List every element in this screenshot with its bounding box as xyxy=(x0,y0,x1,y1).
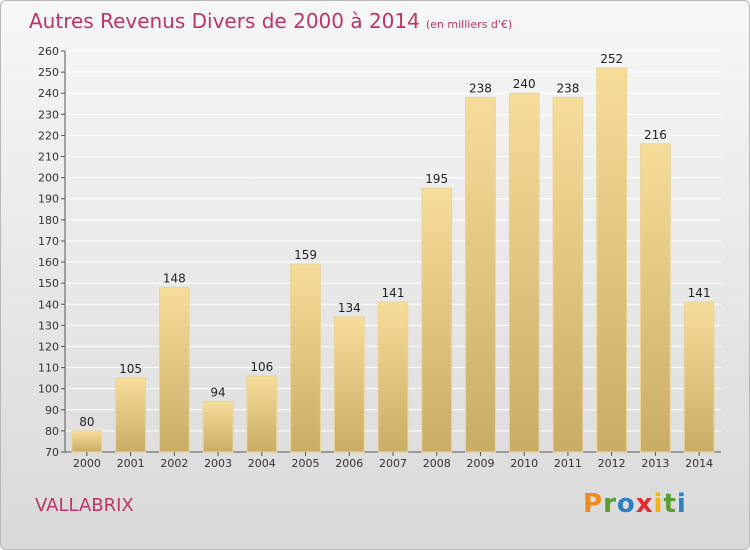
y-tick-label: 160 xyxy=(38,256,59,269)
logo-letter: i xyxy=(676,489,687,519)
y-tick-label: 70 xyxy=(45,446,59,459)
bar-value-label: 105 xyxy=(119,362,142,376)
bar-value-label: 195 xyxy=(425,172,448,186)
bar-value-label: 252 xyxy=(600,52,623,66)
bar xyxy=(421,187,453,453)
y-tick-label: 180 xyxy=(38,214,59,227)
bar-value-label: 80 xyxy=(79,415,94,429)
x-tick-label: 2002 xyxy=(160,457,188,470)
chart-title-text: Autres Revenus Divers de 2000 à 2014 xyxy=(29,9,420,33)
x-tick-label: 2008 xyxy=(423,457,451,470)
x-tick-label: 2003 xyxy=(204,457,232,470)
y-tick-label: 140 xyxy=(38,298,59,311)
y-tick-label: 260 xyxy=(38,45,59,58)
bar-value-label: 94 xyxy=(210,385,225,399)
logo-letter: o xyxy=(616,489,636,519)
x-tick-label: 2006 xyxy=(335,457,363,470)
chart-title: Autres Revenus Divers de 2000 à 2014 (en … xyxy=(29,9,512,33)
chart-unit: (en milliers d'€) xyxy=(425,18,513,31)
y-tick-label: 230 xyxy=(38,108,59,121)
bar-value-label: 216 xyxy=(644,128,667,142)
bar xyxy=(158,286,190,453)
bar xyxy=(552,96,584,453)
y-tick-label: 170 xyxy=(38,235,59,248)
y-tick-label: 100 xyxy=(38,383,59,396)
x-tick-label: 2010 xyxy=(510,457,538,470)
bar xyxy=(596,67,628,453)
y-tick-label: 200 xyxy=(38,172,59,185)
bar xyxy=(508,92,540,453)
bar-value-label: 238 xyxy=(556,81,579,95)
y-tick-label: 130 xyxy=(38,319,59,332)
bar xyxy=(71,430,103,453)
x-tick-label: 2000 xyxy=(73,457,101,470)
bar xyxy=(202,400,234,453)
x-tick-label: 2013 xyxy=(641,457,669,470)
y-tick-label: 120 xyxy=(38,340,59,353)
logo-letter: x xyxy=(635,489,654,519)
bar xyxy=(640,143,671,453)
bar-value-label: 106 xyxy=(250,360,273,374)
bar xyxy=(246,375,278,453)
x-tick-label: 2009 xyxy=(466,457,494,470)
city-name: VALLABRIX xyxy=(35,495,134,516)
y-tick-label: 240 xyxy=(38,87,59,100)
bar-value-label: 148 xyxy=(163,271,186,285)
logo-letter: P xyxy=(583,489,604,519)
bar xyxy=(333,316,365,453)
bar-value-label: 134 xyxy=(338,301,361,315)
bar-value-label: 238 xyxy=(469,81,492,95)
bar-value-label: 141 xyxy=(688,286,711,300)
x-tick-label: 2014 xyxy=(685,457,713,470)
bar-value-label: 141 xyxy=(382,286,405,300)
y-tick-label: 110 xyxy=(38,362,59,375)
x-tick-label: 2005 xyxy=(292,457,320,470)
y-tick-label: 150 xyxy=(38,277,59,290)
y-tick-label: 190 xyxy=(38,193,59,206)
logo-letter: r xyxy=(603,489,617,519)
bar xyxy=(115,377,146,453)
x-tick-label: 2011 xyxy=(554,457,582,470)
bar xyxy=(465,96,496,453)
x-tick-label: 2004 xyxy=(248,457,276,470)
logo-letter: t xyxy=(663,489,677,519)
bar-value-label: 240 xyxy=(513,77,536,91)
y-tick-label: 90 xyxy=(45,404,59,417)
y-tick-label: 210 xyxy=(38,151,59,164)
bar-value-label: 159 xyxy=(294,248,317,262)
y-tick-label: 80 xyxy=(45,425,59,438)
bar xyxy=(290,263,321,453)
y-tick-label: 250 xyxy=(38,66,59,79)
y-tick-label: 220 xyxy=(38,129,59,142)
bar xyxy=(683,301,715,453)
bar xyxy=(377,301,409,453)
x-tick-label: 2007 xyxy=(379,457,407,470)
logo-letter: i xyxy=(653,489,664,519)
x-tick-label: 2001 xyxy=(117,457,145,470)
x-tick-label: 2012 xyxy=(598,457,626,470)
proxiti-logo: Proxiti xyxy=(583,489,687,519)
